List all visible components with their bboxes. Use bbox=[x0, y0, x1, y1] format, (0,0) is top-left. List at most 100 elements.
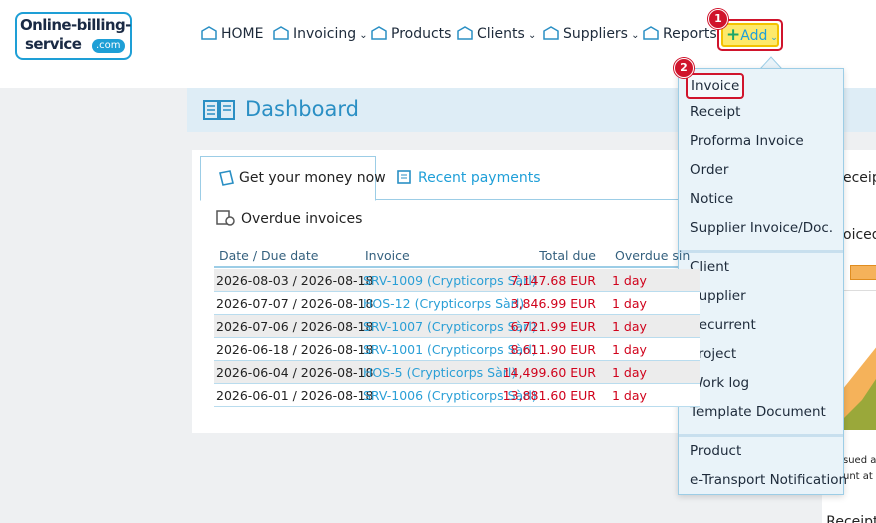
table-cell: 1 day bbox=[612, 388, 647, 403]
menu-item[interactable]: Supplier bbox=[690, 288, 746, 304]
dashboard-icon bbox=[203, 100, 235, 120]
table-row bbox=[214, 361, 700, 384]
invoice-link[interactable]: SRV-1001 (Crypticorps Sàrl) bbox=[363, 342, 537, 357]
menu-item[interactable]: Proforma Invoice bbox=[690, 133, 804, 149]
nav-item[interactable]: Invoicing ⌄ bbox=[272, 24, 368, 44]
tab-icon bbox=[397, 170, 411, 184]
nav-item[interactable]: Reports bbox=[642, 24, 717, 44]
nav-icon bbox=[273, 26, 289, 40]
menu-item[interactable]: Project bbox=[690, 346, 737, 362]
chevron: ⌄ bbox=[767, 33, 778, 43]
table-cell: 3,846.99 EUR bbox=[510, 296, 596, 311]
chart-bar bbox=[850, 265, 876, 280]
table-cell: 14,499.60 EUR bbox=[502, 365, 596, 380]
nav-item[interactable]: HOME bbox=[200, 24, 263, 44]
table-cell: 2026-06-18 / 2026-08-18 bbox=[216, 342, 374, 357]
menu-item[interactable]: Invoice bbox=[686, 73, 745, 99]
menu-item[interactable]: Template Document bbox=[690, 404, 826, 420]
background-text: sued ar bbox=[843, 455, 876, 466]
menu-item[interactable]: Receipt bbox=[690, 104, 741, 120]
chart-axis bbox=[842, 290, 876, 291]
table-cell: 6,721.99 EUR bbox=[510, 319, 596, 334]
nav-label: Reports bbox=[663, 26, 717, 42]
nav-icon bbox=[201, 26, 217, 40]
chevron: ⌄ bbox=[524, 30, 537, 41]
table-cell: 2026-06-01 / 2026-08-18 bbox=[216, 388, 374, 403]
column-header: Overdue sin bbox=[615, 248, 691, 263]
dashboard-title: Dashboard bbox=[245, 97, 359, 121]
menu-separator bbox=[679, 250, 843, 253]
nav-icon bbox=[457, 26, 473, 40]
nav-label: Clients bbox=[477, 26, 525, 42]
chart-area bbox=[842, 347, 876, 430]
invoice-link[interactable]: HOS-12 (Crypticorps Sàrl) bbox=[363, 296, 525, 311]
invoice-link[interactable]: HOS-5 (Crypticorps Sàrl) bbox=[363, 365, 517, 380]
tab-inactive[interactable]: Recent payments bbox=[418, 170, 541, 186]
nav-icon bbox=[371, 26, 387, 40]
table-cell: 7,147.68 EUR bbox=[510, 273, 596, 288]
menu-item[interactable]: Order bbox=[690, 162, 729, 178]
menu-item[interactable]: Product bbox=[690, 443, 742, 459]
chevron: ⌄ bbox=[356, 30, 368, 41]
logo-line1: Online-billing- bbox=[20, 16, 131, 34]
tab-underline bbox=[200, 199, 700, 200]
background-text: eceipt bbox=[843, 170, 876, 186]
add-label: Add bbox=[740, 28, 768, 44]
table-row bbox=[214, 292, 700, 315]
table-row bbox=[214, 338, 700, 361]
nav-item[interactable]: Clients ⌄ bbox=[456, 24, 536, 44]
add-plus: + bbox=[726, 25, 741, 45]
table-cell: 1 day bbox=[612, 365, 647, 380]
table-row bbox=[214, 315, 700, 338]
table-row bbox=[214, 384, 700, 407]
section-icon bbox=[216, 210, 235, 226]
section-title: Overdue invoices bbox=[241, 211, 363, 227]
nav-label: Suppliers bbox=[563, 26, 628, 42]
add-button-inner: +Add ⌄ bbox=[721, 23, 779, 47]
table-cell: 2026-08-03 / 2026-08-18 bbox=[216, 273, 374, 288]
table-cell: 2026-06-04 / 2026-08-18 bbox=[216, 365, 374, 380]
table-cell: 1 day bbox=[612, 296, 647, 311]
add-menu: Invoice Receipt Proforma Invoice Order Notic… bbox=[678, 68, 848, 495]
nav-label: Invoicing bbox=[293, 26, 357, 42]
tab-icon bbox=[219, 170, 234, 186]
add-button[interactable] bbox=[717, 19, 783, 51]
logo-line2: service bbox=[25, 35, 82, 53]
menu-separator bbox=[679, 434, 843, 437]
nav-item[interactable]: Products bbox=[370, 24, 451, 44]
menu-item[interactable]: Recurrent bbox=[690, 317, 756, 333]
table-row bbox=[214, 269, 700, 292]
menu-item[interactable]: Work log bbox=[690, 375, 750, 391]
header-line bbox=[214, 266, 700, 268]
invoice-link[interactable]: SRV-1006 (Crypticorps Sàrl) bbox=[363, 388, 537, 403]
table-cell: 13,881.60 EUR bbox=[502, 388, 596, 403]
invoice-link[interactable]: SRV-1007 (Crypticorps Sàrl) bbox=[363, 319, 537, 334]
background-text: oiced bbox=[843, 227, 876, 243]
column-header: Total due bbox=[539, 248, 596, 263]
chevron: ⌄ bbox=[627, 30, 640, 41]
table-cell: 1 day bbox=[612, 319, 647, 334]
step-badge: 2 bbox=[674, 58, 694, 78]
column-header: Invoice bbox=[365, 248, 410, 263]
menu-item[interactable]: Notice bbox=[690, 191, 734, 207]
tab-label: Get your money now bbox=[239, 170, 386, 186]
invoice-link[interactable]: SRV-1009 (Crypticorps Sàrl) bbox=[363, 273, 537, 288]
background-text: Invoices, Receipts bbox=[822, 514, 876, 523]
menu-item[interactable]: Supplier Invoice/Doc. bbox=[690, 220, 834, 236]
menu-caret bbox=[760, 56, 782, 70]
nav-item[interactable]: Suppliers ⌄ bbox=[542, 24, 640, 44]
nav-label: HOME bbox=[221, 26, 264, 42]
background-text: unt at th bbox=[843, 471, 876, 482]
table-cell: 8,611.90 EUR bbox=[510, 342, 596, 357]
table-cell: 2026-07-06 / 2026-08-18 bbox=[216, 319, 374, 334]
tab-active[interactable]: Get your money now bbox=[200, 156, 386, 201]
nav-label: Products bbox=[391, 26, 452, 42]
table-cell: 1 day bbox=[612, 273, 647, 288]
step-badge: 1 bbox=[708, 9, 728, 29]
menu-item[interactable]: e-Transport Notification bbox=[690, 472, 848, 488]
nav-icon bbox=[643, 26, 659, 40]
logo-domain: .com bbox=[92, 39, 125, 53]
logo[interactable]: Online-billing- service .com bbox=[15, 12, 132, 60]
nav-icon bbox=[543, 26, 559, 40]
